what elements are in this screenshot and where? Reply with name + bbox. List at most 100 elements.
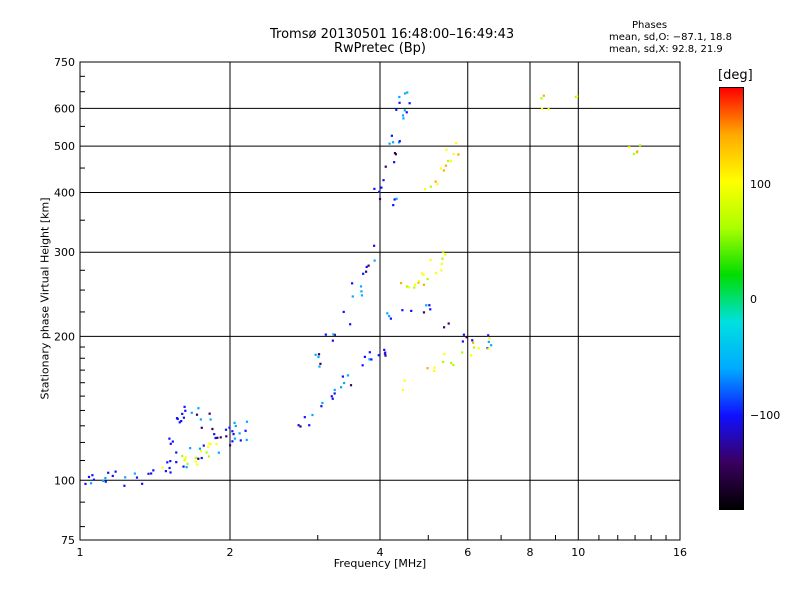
y-tick-label: 600 (54, 102, 75, 115)
echo-point (342, 310, 345, 314)
echo-point (102, 479, 105, 483)
echo-point (405, 111, 408, 114)
echo-point (373, 259, 376, 262)
echo-point (169, 471, 172, 474)
echo-point (104, 476, 107, 480)
echo-point (388, 314, 391, 318)
echo-point (198, 447, 202, 450)
echo-point (183, 405, 186, 408)
x-tick-label: 2 (227, 546, 234, 559)
echo-point (575, 95, 579, 98)
echo-point (166, 461, 169, 464)
echo-point (211, 427, 214, 431)
echo-point (317, 355, 320, 358)
echo-point (470, 354, 473, 357)
echo-point (395, 197, 398, 200)
y-tick-label: 300 (54, 246, 75, 259)
echo-point (195, 413, 199, 416)
echo-point (472, 341, 475, 344)
echo-point (311, 413, 314, 417)
echo-point (360, 294, 364, 297)
echo-point (171, 440, 174, 443)
colorbar-tick-minus100: −100 (750, 409, 781, 422)
echo-point (231, 430, 234, 433)
echo-point (228, 426, 231, 429)
echo-point (410, 309, 413, 313)
echo-point (434, 271, 438, 274)
echo-point (164, 470, 167, 473)
echo-point (234, 424, 237, 428)
echo-point (392, 141, 395, 144)
echo-point (434, 180, 437, 183)
echo-point (135, 476, 139, 479)
echo-point (319, 362, 322, 365)
echo-point (150, 472, 153, 475)
echo-point (213, 433, 216, 436)
echo-point (361, 364, 364, 367)
grid-lines (80, 62, 680, 540)
echo-point (214, 436, 217, 440)
echo-point (632, 152, 636, 156)
echo-point (215, 443, 218, 446)
echo-point (84, 482, 87, 486)
echo-point (176, 417, 179, 421)
echo-point (219, 436, 222, 439)
echo-point (169, 442, 172, 445)
echo-point (433, 366, 436, 369)
echo-point (320, 405, 323, 408)
echo-point (398, 140, 401, 143)
echo-point (378, 197, 382, 201)
echo-point (314, 353, 317, 356)
echo-point (194, 456, 197, 459)
echo-point (175, 461, 178, 464)
echo-point (628, 146, 631, 149)
echo-point (317, 353, 321, 356)
echo-point (429, 258, 432, 261)
echo-point (147, 472, 150, 475)
echo-point (386, 312, 389, 315)
echo-point (208, 412, 211, 415)
echo-point (477, 347, 480, 350)
echo-point (457, 153, 460, 156)
echo-point (426, 367, 429, 370)
echo-point (202, 444, 205, 447)
echo-point (449, 160, 453, 163)
echo-point (368, 358, 371, 361)
echo-point (422, 311, 426, 314)
echo-point (245, 420, 249, 423)
echo-point (333, 333, 336, 336)
echo-point (373, 187, 376, 190)
echo-point (324, 333, 327, 336)
echo-point (194, 460, 197, 463)
echo-point (439, 167, 442, 170)
echo-point (636, 150, 639, 153)
echo-point (383, 348, 386, 351)
echo-point (299, 425, 302, 428)
echo-point (368, 351, 371, 354)
echo-point (238, 432, 241, 435)
echo-point (373, 244, 376, 247)
colorbar-tick-0: 0 (750, 293, 757, 306)
echo-point (182, 465, 185, 468)
echo-point (413, 283, 417, 286)
echo-point (332, 333, 335, 336)
echo-point (363, 355, 367, 358)
echo-point (341, 375, 344, 378)
echo-point (196, 463, 199, 466)
echo-point (393, 151, 397, 155)
echo-point (403, 109, 406, 112)
echo-point (403, 379, 406, 382)
echo-point (452, 153, 455, 156)
echo-point (408, 102, 411, 105)
echo-point (360, 290, 363, 293)
colorbar-tick-100: 100 (750, 178, 771, 191)
echo-point (197, 407, 200, 410)
echo-point (471, 339, 474, 342)
echo-point (141, 482, 144, 485)
echo-point (244, 429, 247, 432)
phases-mean-x: mean, sd,X: 92.8, 21.9 (609, 44, 723, 55)
echo-point (426, 277, 429, 281)
echo-point (487, 347, 490, 350)
echo-point (185, 466, 188, 469)
